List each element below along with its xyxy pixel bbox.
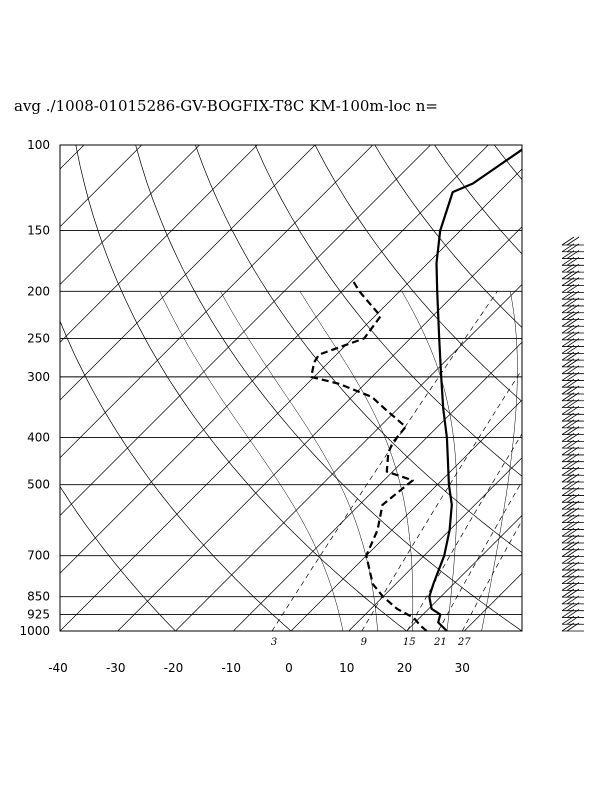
mixing-ratio-label: 3 xyxy=(271,637,277,648)
isotherm-line xyxy=(290,399,522,631)
dry-adiabat-line xyxy=(60,320,292,631)
temperature-tick-label: -40 xyxy=(48,661,68,675)
isotherm-line xyxy=(175,284,522,631)
dry-adiabat-line xyxy=(75,145,407,631)
temperature-profile-line xyxy=(428,148,522,631)
pressure-tick-label: 850 xyxy=(27,590,50,604)
mixing-ratio-label: 15 xyxy=(403,637,416,648)
isotherm-line xyxy=(60,145,142,228)
dry-adiabat-line xyxy=(254,145,522,477)
isotherm-line xyxy=(521,630,522,631)
temperature-tick-labels: -40 -30 -20 -10 0 10 20 30 xyxy=(48,661,470,675)
isobar-lines xyxy=(60,144,522,632)
dewpoint-profile-line xyxy=(310,279,428,631)
pressure-tick-label: 1000 xyxy=(19,624,50,638)
isotherm-line xyxy=(60,145,200,285)
mixing-ratio-label: 27 xyxy=(457,637,471,648)
isotherm-line xyxy=(580,145,612,631)
dry-adiabat-line xyxy=(434,145,522,255)
dry-adiabat-line xyxy=(135,145,522,631)
pressure-tick-label: 925 xyxy=(27,608,50,622)
isotherm-line xyxy=(60,145,489,574)
wind-barbs xyxy=(561,236,584,632)
moist-adiabat-line xyxy=(401,291,458,631)
pressure-tick-label: 150 xyxy=(27,224,50,238)
pressure-tick-label: 100 xyxy=(27,138,50,152)
temperature-tick-label: -20 xyxy=(164,661,184,675)
temperature-tick-label: 30 xyxy=(455,661,470,675)
isotherm-line xyxy=(464,572,522,631)
isotherm-line xyxy=(60,145,431,516)
sounding-profiles xyxy=(310,148,522,631)
pressure-tick-label: 300 xyxy=(27,370,50,384)
mixing-ratio-label: 21 xyxy=(433,637,447,648)
temperature-tick-label: 20 xyxy=(397,661,412,675)
mixing-ratio-label: 9 xyxy=(361,637,368,648)
pressure-tick-label: 200 xyxy=(27,284,50,298)
isotherm-line xyxy=(60,145,316,401)
moist-adiabat-line xyxy=(220,291,378,631)
pressure-tick-label: 400 xyxy=(27,431,50,445)
isotherm-line xyxy=(233,341,522,631)
moist-adiabat-line xyxy=(299,291,414,631)
isotherm-line xyxy=(60,145,258,343)
pressure-tick-labels: 100 150 200 250 300 400 500 700 850 925 1000 xyxy=(19,138,50,638)
dry-adiabat-line xyxy=(494,145,522,181)
plot-frame xyxy=(59,144,523,632)
temperature-tick-label: 10 xyxy=(339,661,354,675)
pressure-tick-label: 700 xyxy=(27,549,50,563)
chart-title: avg ./1008-01015286-GV-BOGFIX-T8C KM-100… xyxy=(14,97,438,115)
moist-adiabat-line xyxy=(481,291,518,631)
mixing-ratio-line xyxy=(461,519,522,631)
temperature-tick-label: -30 xyxy=(106,661,126,675)
mixing-ratio-line xyxy=(406,433,522,631)
isotherm-line xyxy=(348,457,522,631)
mixing-ratio-line xyxy=(361,368,522,631)
isotherm-line xyxy=(406,515,522,631)
mixing-ratio-labels: 3 9 15 21 27 xyxy=(271,637,471,648)
moist-adiabat-line xyxy=(159,291,344,631)
pressure-tick-label: 500 xyxy=(27,478,50,492)
mixing-ratio-line xyxy=(271,291,498,631)
temperature-tick-label: 0 xyxy=(285,661,293,675)
background-lines xyxy=(0,145,612,631)
dry-adiabat-line xyxy=(314,145,522,402)
temperature-tick-label: -10 xyxy=(221,661,241,675)
wind-barb xyxy=(561,236,584,246)
dry-adiabat-line xyxy=(554,145,612,631)
isotherm-line xyxy=(60,145,373,459)
pressure-tick-label: 250 xyxy=(27,331,50,345)
isotherm-line xyxy=(0,145,26,631)
isotherm-line xyxy=(60,168,522,631)
